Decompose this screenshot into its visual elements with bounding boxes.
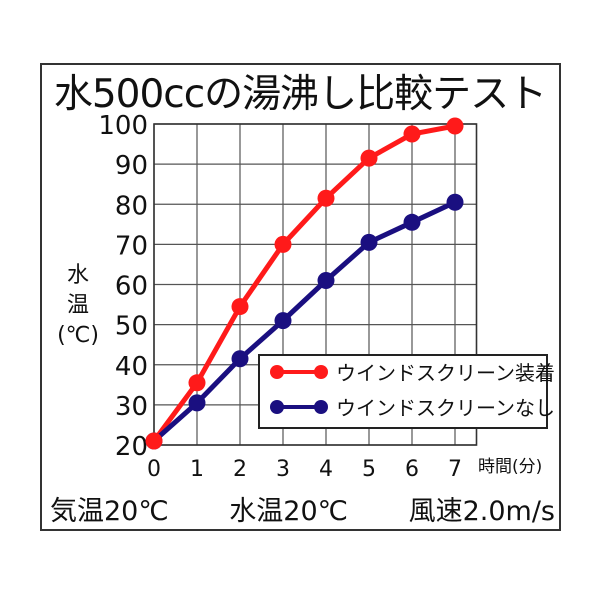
svg-text:6: 6 [405, 457, 419, 482]
air-temperature: 気温20℃ [50, 495, 169, 527]
svg-text:80: 80 [115, 191, 148, 221]
svg-text:3: 3 [276, 457, 290, 482]
data-series [145, 117, 464, 450]
svg-text:7: 7 [448, 457, 462, 482]
wind-speed: 風速2.0m/s [408, 495, 555, 527]
svg-text:4: 4 [319, 457, 333, 482]
svg-text:1: 1 [190, 457, 204, 482]
test-conditions: 気温20℃ 水温20℃ 風速2.0m/s [50, 488, 555, 528]
x-axis-label: 時間(分) [478, 457, 542, 477]
svg-text:100: 100 [98, 111, 148, 141]
chart-frame [40, 63, 561, 531]
svg-text:温: 温 [67, 293, 89, 318]
chart-title: 水500ccの湯沸し比較テスト [53, 72, 547, 117]
y-axis-label: 水温 (℃) [57, 263, 99, 348]
svg-text:20: 20 [115, 432, 148, 462]
svg-text:水: 水 [67, 263, 89, 288]
svg-text:(℃): (℃) [57, 323, 99, 348]
svg-text:40: 40 [115, 352, 148, 382]
y-axis-ticks: 20 30 40 50 60 70 80 90 100 [98, 111, 148, 462]
svg-text:5: 5 [362, 457, 376, 482]
svg-text:30: 30 [115, 392, 148, 422]
x-axis-ticks: 0 1 2 3 4 5 6 7 [147, 457, 462, 482]
svg-text:0: 0 [147, 457, 161, 482]
svg-text:70: 70 [115, 231, 148, 261]
water-temperature: 水温20℃ [229, 495, 348, 527]
svg-text:50: 50 [115, 312, 148, 342]
svg-text:ウインドスクリーンなし: ウインドスクリーンなし [336, 396, 555, 420]
svg-text:2: 2 [233, 457, 247, 482]
svg-text:60: 60 [115, 272, 148, 302]
svg-text:90: 90 [115, 151, 148, 181]
svg-text:ウインドスクリーン装着: ウインドスクリーン装着 [336, 361, 555, 385]
